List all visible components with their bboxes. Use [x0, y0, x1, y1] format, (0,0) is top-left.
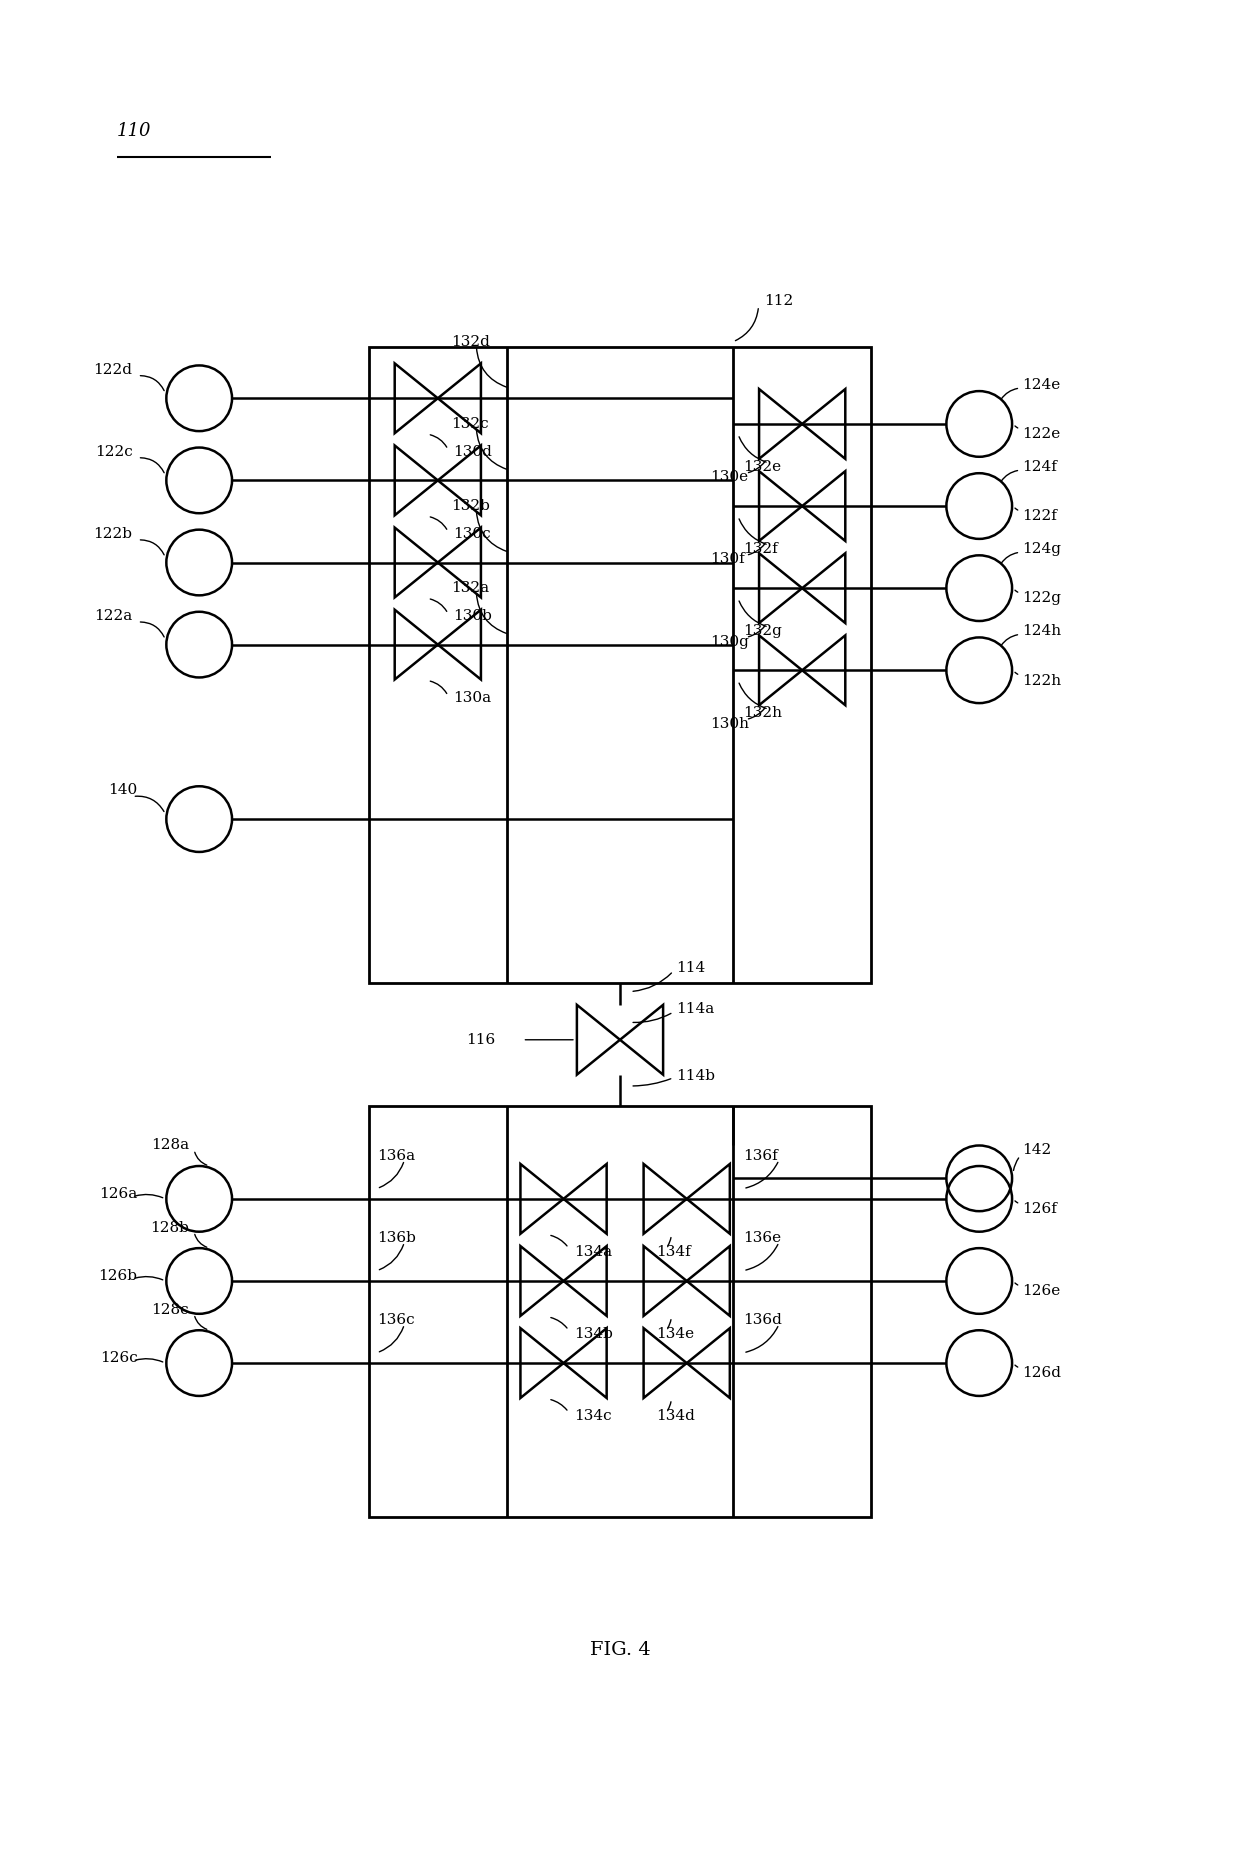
- Text: 114b: 114b: [677, 1068, 715, 1083]
- Text: 134f: 134f: [656, 1245, 691, 1260]
- Text: 128a: 128a: [151, 1139, 188, 1152]
- Text: 122c: 122c: [94, 445, 133, 459]
- Text: 136d: 136d: [743, 1312, 782, 1327]
- Text: 128b: 128b: [150, 1221, 188, 1234]
- Text: 130a: 130a: [453, 692, 491, 705]
- Text: 142: 142: [1022, 1143, 1052, 1156]
- Text: 136e: 136e: [743, 1230, 781, 1245]
- Text: 126d: 126d: [1022, 1366, 1061, 1381]
- Text: 128c: 128c: [151, 1303, 188, 1316]
- Text: 126a: 126a: [99, 1187, 138, 1200]
- Text: 124e: 124e: [1022, 378, 1060, 391]
- Text: 110: 110: [117, 123, 151, 140]
- Text: 126c: 126c: [100, 1351, 138, 1364]
- Text: 130e: 130e: [709, 470, 748, 485]
- Text: 136c: 136c: [377, 1312, 414, 1327]
- Text: 134c: 134c: [574, 1409, 611, 1424]
- Text: 132f: 132f: [743, 542, 777, 555]
- Text: 130b: 130b: [453, 610, 492, 623]
- Text: 140: 140: [108, 783, 138, 798]
- Text: 136a: 136a: [377, 1148, 415, 1163]
- Text: 122g: 122g: [1022, 591, 1061, 606]
- Text: 130f: 130f: [709, 552, 744, 567]
- Text: 124h: 124h: [1022, 624, 1061, 637]
- Text: 132e: 132e: [743, 460, 781, 473]
- Text: 132h: 132h: [743, 706, 782, 720]
- Text: 134d: 134d: [656, 1409, 694, 1424]
- Text: 122f: 122f: [1022, 509, 1058, 524]
- Text: 122d: 122d: [93, 362, 133, 377]
- Text: 122e: 122e: [1022, 427, 1060, 442]
- Text: 132g: 132g: [743, 624, 782, 637]
- Text: 130d: 130d: [453, 445, 492, 459]
- Text: 132c: 132c: [450, 418, 489, 431]
- Text: 126b: 126b: [99, 1269, 138, 1282]
- Text: 114a: 114a: [677, 1003, 714, 1016]
- Text: 134b: 134b: [574, 1327, 613, 1342]
- Text: 114: 114: [677, 962, 706, 975]
- Text: 122a: 122a: [94, 610, 133, 623]
- Text: 122h: 122h: [1022, 673, 1061, 688]
- Text: 132d: 132d: [450, 336, 490, 349]
- Text: 122b: 122b: [93, 528, 133, 541]
- Text: 116: 116: [466, 1033, 495, 1048]
- Text: 130h: 130h: [709, 716, 749, 731]
- Text: 124f: 124f: [1022, 460, 1058, 473]
- Text: 132a: 132a: [450, 582, 489, 595]
- Text: 130g: 130g: [709, 634, 749, 649]
- Text: 134a: 134a: [574, 1245, 611, 1260]
- Text: 132b: 132b: [450, 500, 490, 513]
- Text: 136b: 136b: [377, 1230, 415, 1245]
- Text: 124g: 124g: [1022, 542, 1061, 555]
- Text: 112: 112: [764, 295, 792, 308]
- Text: 126e: 126e: [1022, 1284, 1060, 1297]
- Text: 130c: 130c: [453, 528, 491, 541]
- Text: 134e: 134e: [656, 1327, 694, 1342]
- Text: 126f: 126f: [1022, 1202, 1058, 1215]
- Text: 136f: 136f: [743, 1148, 777, 1163]
- Text: FIG. 4: FIG. 4: [590, 1642, 650, 1659]
